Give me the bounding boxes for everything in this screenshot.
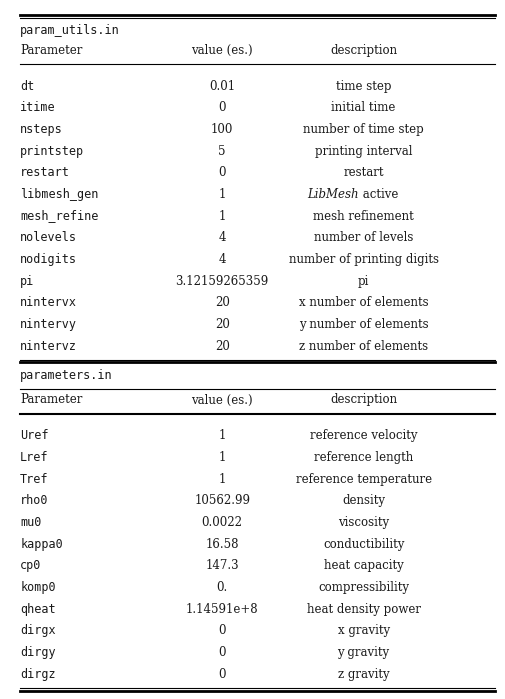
Text: dirgx: dirgx xyxy=(20,624,56,637)
Text: pi: pi xyxy=(358,275,369,287)
Text: mesh_refine: mesh_refine xyxy=(20,210,98,222)
Text: restart: restart xyxy=(343,166,384,179)
Text: dirgy: dirgy xyxy=(20,646,56,659)
Text: description: description xyxy=(330,44,397,57)
Text: nsteps: nsteps xyxy=(20,123,63,136)
Text: time step: time step xyxy=(336,80,391,92)
Text: 0.0022: 0.0022 xyxy=(201,516,243,529)
Text: nintervy: nintervy xyxy=(20,318,77,331)
Text: density: density xyxy=(342,494,385,507)
Text: 16.58: 16.58 xyxy=(206,538,239,551)
Text: dt: dt xyxy=(20,80,34,92)
Text: mu0: mu0 xyxy=(20,516,41,529)
Text: 0.: 0. xyxy=(217,581,228,594)
Text: nintervx: nintervx xyxy=(20,296,77,309)
Text: komp0: komp0 xyxy=(20,581,56,594)
Text: number of time step: number of time step xyxy=(303,123,424,136)
Text: 20: 20 xyxy=(215,340,230,352)
Text: Tref: Tref xyxy=(20,473,48,486)
Text: itime: itime xyxy=(20,101,56,114)
Text: 10562.99: 10562.99 xyxy=(194,494,250,507)
Text: rho0: rho0 xyxy=(20,494,48,507)
Text: 0: 0 xyxy=(219,646,226,659)
Text: conductibility: conductibility xyxy=(323,538,405,551)
Text: 20: 20 xyxy=(215,296,230,309)
Text: printstep: printstep xyxy=(20,145,84,157)
Text: initial time: initial time xyxy=(331,101,396,114)
Text: 0.01: 0.01 xyxy=(209,80,235,92)
Text: LibMesh: LibMesh xyxy=(307,188,359,201)
Text: y gravity: y gravity xyxy=(337,646,390,659)
Text: restart: restart xyxy=(20,166,70,179)
Text: Uref: Uref xyxy=(20,429,48,442)
Text: compressibility: compressibility xyxy=(318,581,409,594)
Text: 147.3: 147.3 xyxy=(206,559,239,572)
Text: 1: 1 xyxy=(219,473,226,486)
Text: reference length: reference length xyxy=(314,451,413,464)
Text: param_utils.in: param_utils.in xyxy=(20,24,120,37)
Text: 20: 20 xyxy=(215,318,230,331)
Text: number of printing digits: number of printing digits xyxy=(288,253,439,266)
Text: 0: 0 xyxy=(219,101,226,114)
Text: x number of elements: x number of elements xyxy=(299,296,428,309)
Text: 0: 0 xyxy=(219,668,226,681)
Text: 1.14591e+8: 1.14591e+8 xyxy=(186,603,259,616)
Text: 4: 4 xyxy=(219,253,226,266)
Text: 5: 5 xyxy=(219,145,226,157)
Text: x gravity: x gravity xyxy=(337,624,390,637)
Text: 0: 0 xyxy=(219,624,226,637)
Text: Parameter: Parameter xyxy=(20,44,83,57)
Text: reference temperature: reference temperature xyxy=(295,473,432,486)
Text: 1: 1 xyxy=(219,451,226,464)
Text: heat capacity: heat capacity xyxy=(324,559,403,572)
Text: 100: 100 xyxy=(211,123,233,136)
Text: z gravity: z gravity xyxy=(338,668,389,681)
Text: 1: 1 xyxy=(219,429,226,442)
Text: viscosity: viscosity xyxy=(338,516,389,529)
Text: Lref: Lref xyxy=(20,451,48,464)
Text: nodigits: nodigits xyxy=(20,253,77,266)
Text: 4: 4 xyxy=(219,231,226,244)
Text: qheat: qheat xyxy=(20,603,56,616)
Text: pi: pi xyxy=(20,275,34,287)
Text: parameters.in: parameters.in xyxy=(20,368,113,382)
Text: active: active xyxy=(359,188,398,201)
Text: value (es.): value (es.) xyxy=(191,394,253,406)
Text: cp0: cp0 xyxy=(20,559,41,572)
Text: 3.12159265359: 3.12159265359 xyxy=(176,275,269,287)
Text: kappa0: kappa0 xyxy=(20,538,63,551)
Text: Parameter: Parameter xyxy=(20,394,83,406)
Text: dirgz: dirgz xyxy=(20,668,56,681)
Text: description: description xyxy=(330,394,397,406)
Text: 1: 1 xyxy=(219,210,226,222)
Text: value (es.): value (es.) xyxy=(191,44,253,57)
Text: nintervz: nintervz xyxy=(20,340,77,352)
Text: printing interval: printing interval xyxy=(315,145,413,157)
Text: mesh refinement: mesh refinement xyxy=(313,210,414,222)
Text: y number of elements: y number of elements xyxy=(299,318,428,331)
Text: 0: 0 xyxy=(219,166,226,179)
Text: nolevels: nolevels xyxy=(20,231,77,244)
Text: libmesh_gen: libmesh_gen xyxy=(20,188,98,201)
Text: z number of elements: z number of elements xyxy=(299,340,428,352)
Text: number of levels: number of levels xyxy=(314,231,413,244)
Text: heat density power: heat density power xyxy=(307,603,421,616)
Text: reference velocity: reference velocity xyxy=(310,429,417,442)
Text: 1: 1 xyxy=(219,188,226,201)
